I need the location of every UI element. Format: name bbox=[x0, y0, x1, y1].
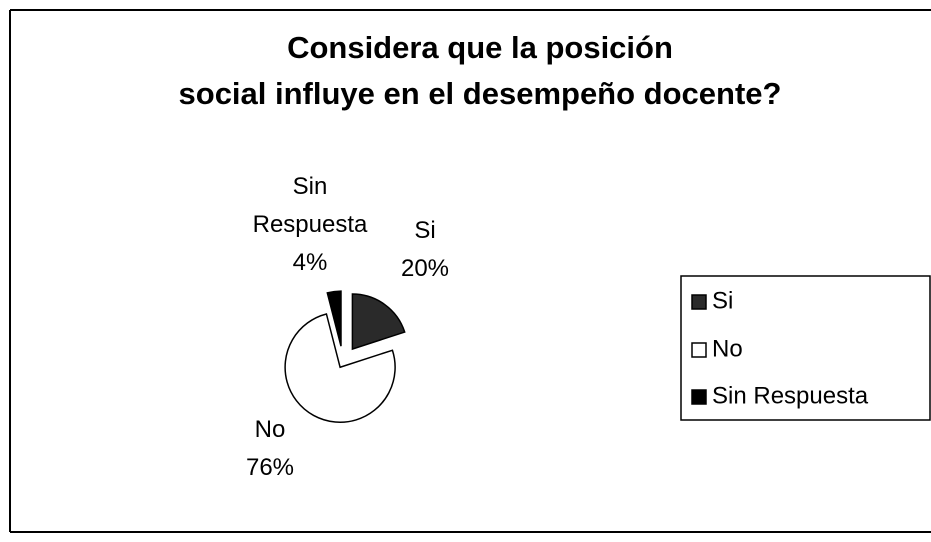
pie-slice bbox=[351, 293, 406, 351]
legend-label: Sin Respuesta bbox=[712, 382, 869, 409]
data-label-value: 4% bbox=[292, 249, 328, 276]
pie-slice bbox=[326, 290, 342, 347]
chart-title: Considera que la posición social influye … bbox=[179, 30, 782, 111]
legend-swatch bbox=[691, 294, 707, 310]
legend-label: No bbox=[712, 335, 743, 362]
data-label-name: Sin Respuesta bbox=[252, 173, 368, 238]
legend-swatch bbox=[691, 389, 707, 405]
legend-box bbox=[680, 275, 931, 421]
data-label-value: 76% bbox=[245, 454, 295, 481]
legend-swatch bbox=[691, 342, 707, 358]
pie-slice bbox=[284, 313, 396, 424]
data-label-name: No bbox=[254, 416, 286, 443]
legend-label: Si bbox=[712, 287, 733, 314]
data-label-name: Si bbox=[414, 217, 436, 244]
data-label-value: 20% bbox=[400, 255, 450, 282]
